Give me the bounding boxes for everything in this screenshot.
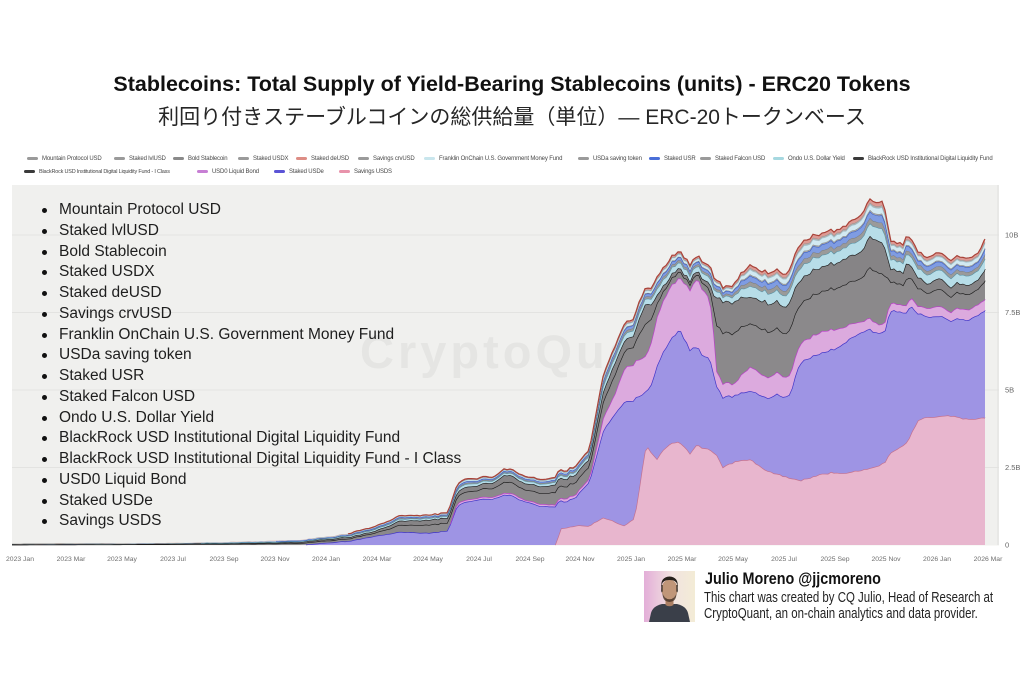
svg-text:2023 Nov: 2023 Nov	[260, 556, 290, 563]
svg-text:2024 May: 2024 May	[413, 556, 443, 563]
svg-text:2025 Sep: 2025 Sep	[820, 556, 849, 563]
svg-text:2024 Mar: 2024 Mar	[363, 556, 392, 563]
svg-text:7.5B: 7.5B	[1005, 308, 1020, 317]
svg-text:2023 May: 2023 May	[107, 556, 137, 563]
svg-text:2026 Jan: 2026 Jan	[923, 556, 951, 563]
svg-text:5B: 5B	[1005, 386, 1014, 395]
svg-text:2024 Sep: 2024 Sep	[515, 556, 544, 563]
svg-text:2.5B: 2.5B	[1005, 463, 1020, 472]
svg-text:2025 Nov: 2025 Nov	[871, 556, 901, 563]
svg-text:2025 May: 2025 May	[718, 556, 748, 563]
svg-text:2023 Mar: 2023 Mar	[57, 556, 86, 563]
svg-text:10B: 10B	[1005, 231, 1018, 240]
svg-text:2023 Sep: 2023 Sep	[209, 556, 238, 563]
svg-text:2025 Jan: 2025 Jan	[617, 556, 645, 563]
svg-text:2025 Mar: 2025 Mar	[668, 556, 697, 563]
svg-text:2024 Jan: 2024 Jan	[312, 556, 340, 563]
svg-text:0: 0	[1005, 541, 1009, 550]
svg-text:2024 Nov: 2024 Nov	[565, 556, 595, 563]
svg-text:2025 Jul: 2025 Jul	[771, 556, 797, 563]
svg-text:2024 Jul: 2024 Jul	[466, 556, 492, 563]
svg-text:2026 Mar: 2026 Mar	[974, 556, 1003, 563]
svg-text:2023 Jan: 2023 Jan	[6, 556, 34, 563]
svg-text:2023 Jul: 2023 Jul	[160, 556, 186, 563]
